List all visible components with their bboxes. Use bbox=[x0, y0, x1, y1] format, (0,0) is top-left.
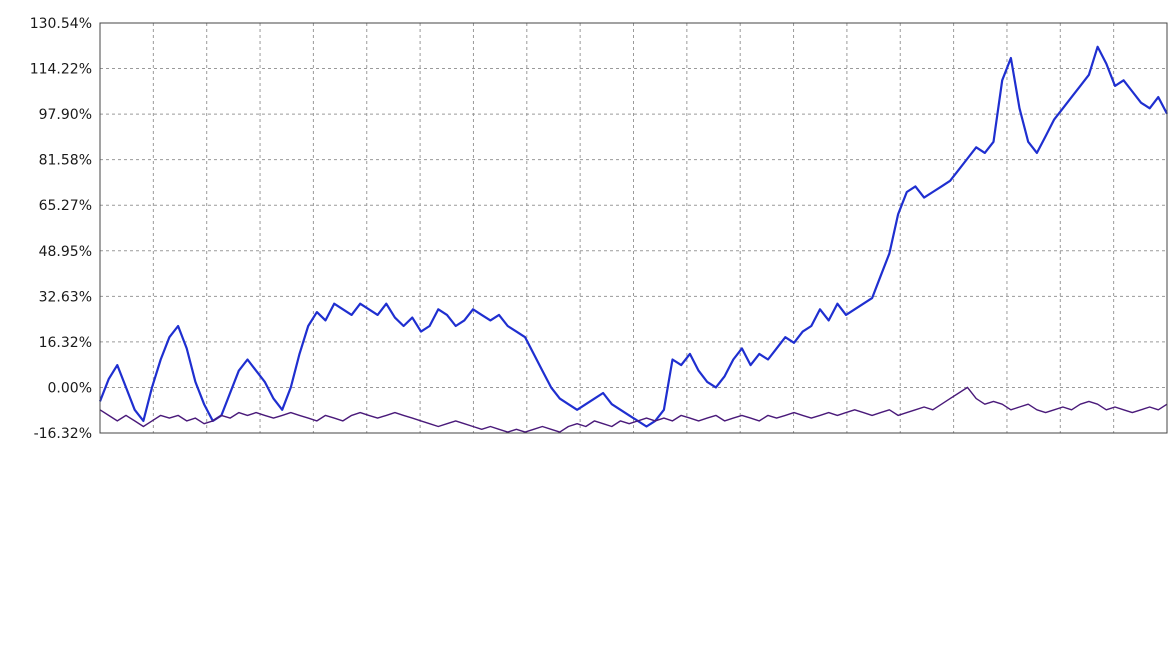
y-tick-label: 114.22% bbox=[30, 62, 92, 78]
y-tick-label: -16.32% bbox=[34, 426, 92, 442]
y-tick-label: 97.90% bbox=[39, 107, 92, 123]
y-tick-label: 65.27% bbox=[39, 198, 92, 214]
grid bbox=[100, 23, 1167, 433]
y-tick-label: 16.32% bbox=[39, 335, 92, 351]
y-tick-label: 32.63% bbox=[39, 289, 92, 305]
y-tick-label: 130.54% bbox=[30, 16, 92, 32]
y-tick-label: 0.00% bbox=[48, 380, 92, 396]
y-axis-ticks: 130.54% 114.22% 97.90% 81.58% 65.27% 48.95% 32… bbox=[30, 16, 92, 442]
y-tick-label: 48.95% bbox=[39, 244, 92, 260]
plot-area bbox=[100, 23, 1167, 433]
y-tick-label: 81.58% bbox=[39, 153, 92, 169]
